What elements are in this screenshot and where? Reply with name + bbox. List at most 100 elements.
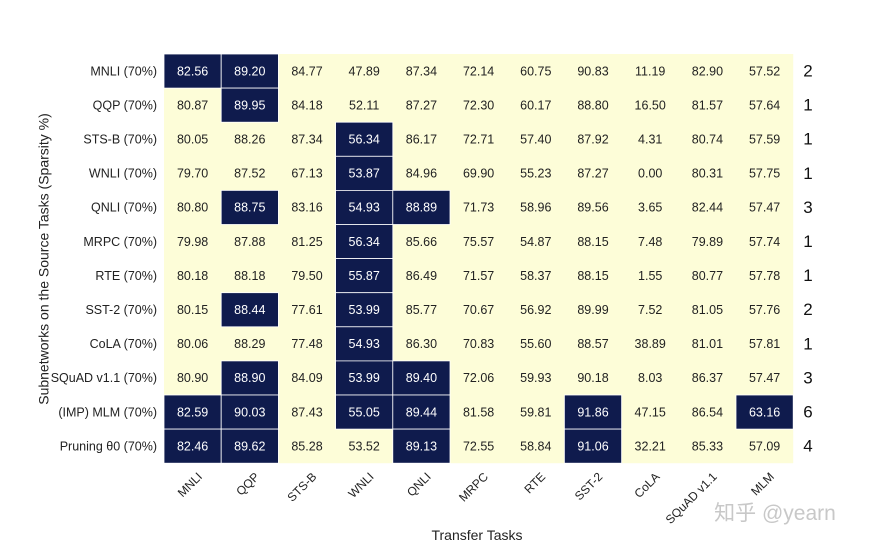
cell-value: 80.15 (177, 303, 208, 317)
cell-value: 47.15 (635, 405, 666, 419)
row-count: 6 (803, 403, 812, 422)
column-tick-label: MRPC (456, 469, 491, 504)
cell-value: 87.34 (406, 64, 437, 78)
cell-value: 82.59 (177, 405, 208, 419)
cell-value: 57.47 (749, 371, 780, 385)
cell-value: 57.59 (749, 133, 780, 147)
cell-value: 58.37 (520, 269, 551, 283)
cell-value: 81.58 (463, 405, 494, 419)
cell-value: 1.55 (638, 269, 662, 283)
cell-value: 79.70 (177, 167, 208, 181)
cell-value: 3.65 (638, 201, 662, 215)
cell-value: 88.15 (577, 269, 608, 283)
heatmap-cell-highlighted (564, 394, 623, 430)
cell-value: 87.92 (577, 133, 608, 147)
cell-value: 81.25 (291, 235, 322, 249)
row-count: 1 (803, 96, 812, 115)
cell-value: 60.75 (520, 64, 551, 78)
row-tick-label: WNLI (70%) (89, 167, 157, 181)
cell-value: 47.89 (349, 64, 380, 78)
cell-value: 85.33 (692, 439, 723, 453)
cell-value: 86.37 (692, 371, 723, 385)
column-tick-label: SST-2 (572, 469, 606, 503)
heatmap-cell-highlighted (220, 53, 279, 89)
column-tick-label: QQP (233, 470, 262, 499)
cell-value: 86.49 (406, 269, 437, 283)
cell-value: 88.90 (234, 371, 265, 385)
cell-value: 53.87 (349, 167, 380, 181)
cell-value: 90.83 (577, 64, 608, 78)
cell-value: 87.43 (291, 405, 322, 419)
cell-value: 91.06 (577, 439, 608, 453)
cell-value: 89.44 (406, 405, 437, 419)
cell-value: 57.47 (749, 201, 780, 215)
heatmap-cell-highlighted (392, 394, 451, 430)
cell-value: 57.40 (520, 133, 551, 147)
cell-value: 81.05 (692, 303, 723, 317)
cell-value: 11.19 (635, 64, 665, 78)
cell-value: 32.21 (635, 439, 666, 453)
x-axis-title: Transfer Tasks (431, 527, 522, 543)
cell-value: 79.89 (692, 235, 723, 249)
cell-value: 72.55 (463, 439, 494, 453)
cell-value: 55.87 (349, 269, 380, 283)
cell-value: 63.16 (749, 405, 780, 419)
cell-value: 88.44 (234, 303, 265, 317)
cell-value: 85.66 (406, 235, 437, 249)
heatmap-cell-highlighted (220, 360, 279, 396)
cell-value: 88.18 (234, 269, 265, 283)
row-tick-label: SST-2 (70%) (85, 303, 157, 317)
column-tick-label: QNLI (404, 470, 434, 500)
column-tick-label: RTE (521, 470, 548, 497)
cell-value: 55.05 (349, 405, 380, 419)
row-count-labels: 2 1 1 1 3 1 1 2 1 3 6 4 (803, 62, 812, 456)
cell-value: 53.52 (349, 439, 380, 453)
row-count: 2 (803, 62, 812, 81)
cell-value: 72.06 (463, 371, 494, 385)
cell-value: 82.56 (177, 64, 208, 78)
cell-value: 60.17 (520, 98, 551, 112)
cell-value: 84.18 (291, 98, 322, 112)
row-count: 2 (803, 300, 812, 319)
cell-value: 89.62 (234, 439, 265, 453)
row-tick-label: QQP (70%) (93, 98, 157, 112)
cell-value: 85.28 (291, 439, 322, 453)
column-labels: MNLI QQP STS-B WNLI QNLI MRPC RTE SST-2 CoLA SQuA… (175, 469, 777, 526)
cell-value: 71.73 (463, 201, 494, 215)
heatmap-cell-highlighted (163, 53, 222, 89)
heatmap-cells: 82.56 89.20 84.77 47.89 87.34 72.14 60.75 90.83… (163, 53, 794, 464)
cell-value: 57.81 (749, 337, 780, 351)
cell-value: 8.03 (638, 371, 662, 385)
cell-value: 67.13 (291, 167, 322, 181)
cell-value: 87.88 (234, 235, 265, 249)
cell-value: 55.60 (520, 337, 551, 351)
row-tick-label: CoLA (70%) (90, 337, 157, 351)
watermark: 知乎 @yearn (714, 502, 836, 525)
row-count: 3 (803, 368, 812, 387)
cell-value: 57.78 (749, 269, 780, 283)
cell-value: 77.48 (291, 337, 322, 351)
cell-value: 82.46 (177, 439, 208, 453)
cell-value: 52.11 (349, 98, 379, 112)
cell-value: 57.76 (749, 303, 780, 317)
heatmap-cell-highlighted (163, 394, 222, 430)
cell-value: 82.44 (692, 201, 723, 215)
cell-value: 88.89 (406, 201, 437, 215)
cell-value: 87.27 (577, 167, 608, 181)
row-count: 1 (803, 334, 812, 353)
cell-value: 55.23 (520, 167, 551, 181)
row-tick-label: RTE (70%) (95, 269, 157, 283)
cell-value: 88.29 (234, 337, 265, 351)
cell-value: 53.99 (349, 371, 380, 385)
heatmap-cell-highlighted (335, 326, 394, 362)
cell-value: 80.80 (177, 201, 208, 215)
column-tick-label: MLM (748, 470, 777, 499)
cell-value: 89.20 (234, 64, 265, 78)
cell-value: 59.93 (520, 371, 551, 385)
cell-value: 83.16 (291, 201, 322, 215)
heatmap-cell-highlighted (392, 428, 451, 464)
cell-value: 86.17 (406, 133, 437, 147)
cell-value: 88.75 (234, 201, 265, 215)
cell-value: 87.34 (291, 133, 322, 147)
